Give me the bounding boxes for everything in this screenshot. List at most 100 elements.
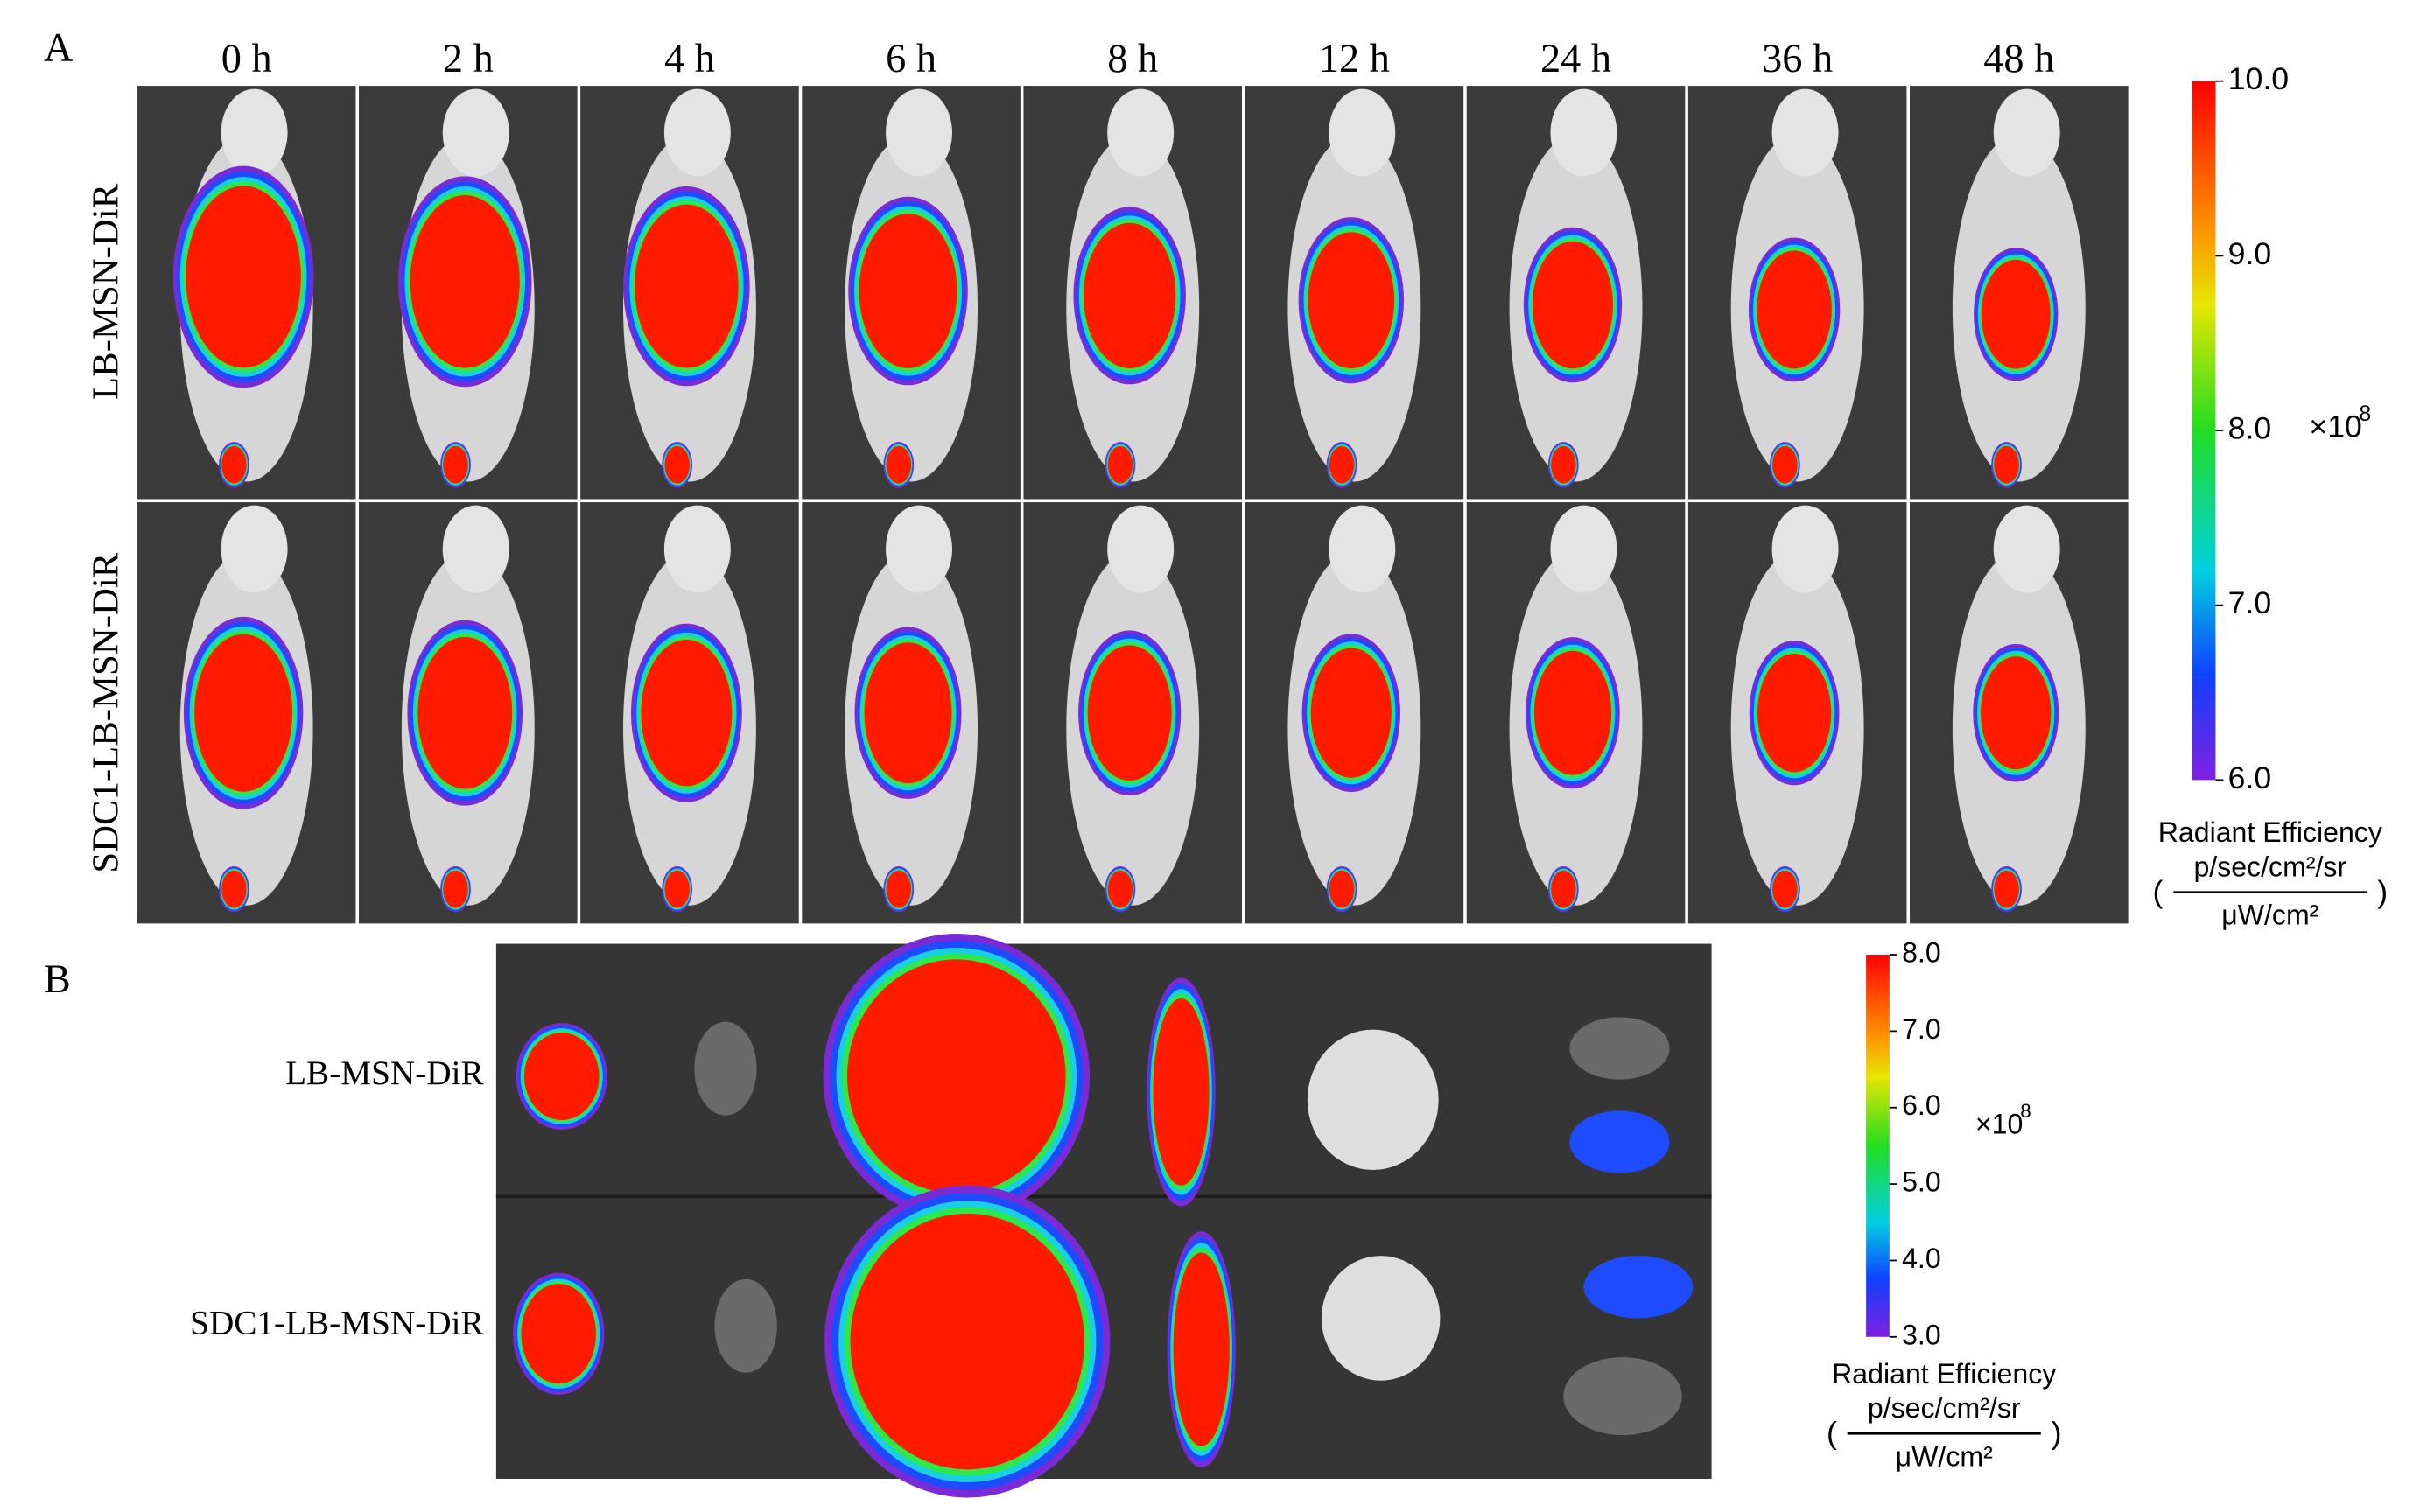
mouse-head	[442, 505, 509, 593]
signal	[1084, 222, 1176, 368]
multiplier: ×10	[1975, 1109, 2023, 1140]
signal	[635, 204, 739, 368]
tick-label: 10.0	[2228, 61, 2289, 96]
time-label: 48 h	[1983, 37, 2054, 81]
signal	[850, 1213, 1084, 1470]
signal	[186, 186, 301, 368]
organ	[1563, 1356, 1682, 1436]
mouse-head	[442, 88, 509, 177]
panel-b-images	[495, 933, 1712, 1498]
time-labels: 0 h 2 h 4 h 6 h 8 h 12 h 24 h 36 h 48 h	[221, 37, 2055, 81]
signal	[1153, 998, 1210, 1186]
signal	[859, 214, 957, 368]
signal	[221, 870, 247, 908]
signal	[221, 445, 247, 484]
signal	[1308, 232, 1395, 369]
tick-label: 7.0	[2228, 585, 2272, 620]
tick-label: 3.0	[1902, 1319, 1941, 1350]
tick-label: 7.0	[1902, 1013, 1941, 1045]
signal	[886, 445, 912, 484]
colorbar	[2192, 80, 2216, 780]
signal	[1107, 445, 1133, 484]
signal	[1772, 870, 1798, 908]
mouse-head	[1771, 88, 1839, 177]
tick-label: 8.0	[1902, 936, 1941, 968]
mouse-head	[1329, 88, 1396, 177]
mouse-head	[1107, 505, 1175, 593]
signal	[1994, 445, 2019, 484]
row-label: SDC1-LB-MSN-DiR	[86, 552, 127, 872]
time-label: 6 h	[886, 37, 936, 81]
tick-label: 4.0	[1902, 1242, 1941, 1274]
time-label: 12 h	[1319, 37, 1390, 81]
signal	[1994, 870, 2019, 908]
signal	[417, 636, 513, 789]
time-label: 4 h	[664, 37, 715, 81]
unit: μW/cm²	[1896, 1440, 1993, 1472]
signal	[664, 445, 690, 484]
tick-label: 9.0	[2228, 236, 2272, 271]
time-label: 8 h	[1107, 37, 1158, 81]
signal	[864, 642, 952, 784]
signal	[641, 640, 733, 787]
mouse-head	[886, 505, 952, 593]
unit: p/sec/cm²/sr	[1868, 1392, 2021, 1424]
tick-label: 5.0	[1902, 1166, 1941, 1198]
signal	[886, 870, 912, 908]
organ	[1569, 1110, 1670, 1173]
organ	[1321, 1256, 1441, 1381]
mouse-head	[1107, 88, 1175, 177]
image-cell	[495, 943, 1712, 1480]
organ	[1583, 1256, 1694, 1319]
time-label: 36 h	[1762, 37, 1833, 81]
signal	[1981, 259, 2051, 369]
row-label: LB-MSN-DiR	[285, 1054, 484, 1092]
signal	[1329, 870, 1355, 908]
time-label: 24 h	[1540, 37, 1611, 81]
signal	[443, 870, 468, 908]
mouse-head	[1550, 505, 1617, 593]
tick-label: 6.0	[2228, 760, 2272, 795]
mouse-head	[1993, 88, 2060, 177]
mouse-head	[1329, 505, 1396, 593]
signal	[410, 195, 520, 368]
signal	[664, 870, 690, 908]
signal	[1310, 648, 1392, 778]
signal	[1173, 1252, 1230, 1446]
mouse-head	[1993, 505, 2060, 593]
signal	[1772, 445, 1798, 484]
signal	[1532, 241, 1614, 369]
organ	[694, 1021, 757, 1116]
signal	[1550, 870, 1576, 908]
signal	[1329, 445, 1355, 484]
mouse-head	[221, 88, 288, 177]
panel-a-images	[137, 86, 2129, 924]
signal	[194, 634, 293, 792]
paren: (	[2153, 874, 2164, 909]
signal	[1550, 445, 1576, 484]
paren: )	[2052, 1416, 2062, 1451]
signal	[1757, 250, 1832, 369]
organ	[1569, 1017, 1670, 1080]
organ	[1307, 1029, 1439, 1171]
multiplier-exponent: 8	[2359, 402, 2371, 426]
mouse-head	[221, 505, 288, 593]
signal	[1757, 653, 1832, 773]
organ	[714, 1278, 777, 1373]
colorbar	[1866, 955, 1890, 1337]
signal	[1981, 656, 2052, 770]
tick-label: 8.0	[2228, 410, 2272, 445]
mouse-head	[1771, 505, 1839, 593]
row-label: LB-MSN-DiR	[86, 183, 127, 400]
row-label: SDC1-LB-MSN-DiR	[190, 1304, 484, 1341]
unit: p/sec/cm²/sr	[2193, 850, 2346, 882]
panel-label: B	[44, 957, 71, 1002]
paren: )	[2377, 874, 2388, 909]
tick-label: 6.0	[1902, 1089, 1941, 1121]
time-label: 2 h	[443, 37, 494, 81]
multiplier: ×10	[2309, 410, 2361, 444]
signal	[847, 959, 1066, 1194]
signal	[1087, 645, 1172, 781]
